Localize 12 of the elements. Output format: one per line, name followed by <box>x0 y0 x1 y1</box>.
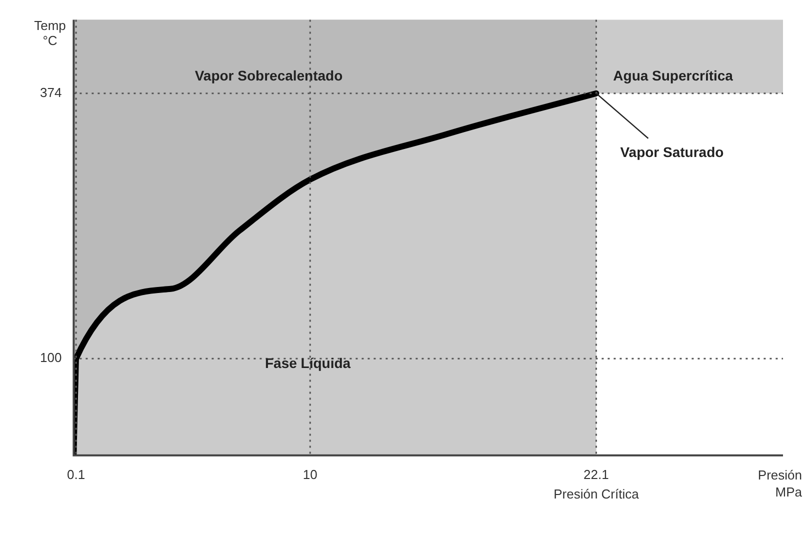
annotation: Vapor Sobrecalentado <box>194 67 343 84</box>
y-tick-label: 374 <box>40 84 62 100</box>
y-tick-label: 100 <box>40 350 62 366</box>
x-axis-title: Presión MPa <box>758 467 803 500</box>
x-tick-label: 22.1 <box>584 466 609 482</box>
x-tick-label: 10 <box>302 466 318 482</box>
annotation: Agua Supercrítica <box>613 67 734 84</box>
annotation: Fase Líquida <box>264 354 351 371</box>
text: Presión Crítica <box>554 486 640 502</box>
annotation: Vapor Saturado <box>620 144 724 160</box>
y-axis-title: Temp °C <box>34 18 66 48</box>
x-tick-label: 0.1 <box>67 466 86 482</box>
